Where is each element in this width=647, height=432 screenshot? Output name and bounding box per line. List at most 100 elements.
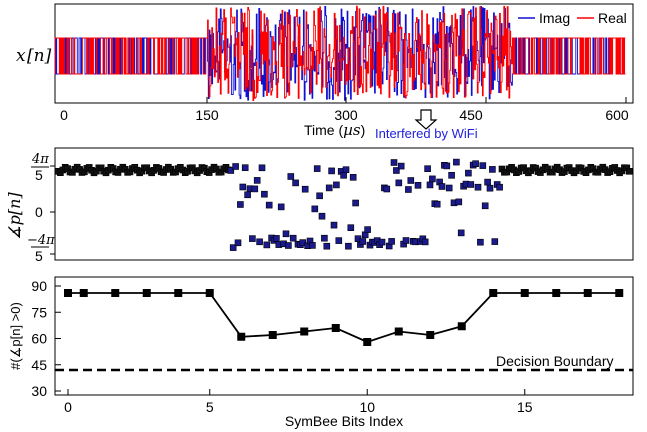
bit-count-marker	[79, 289, 88, 297]
top-x-tick-0: 0	[60, 107, 68, 123]
bit-count-marker	[583, 289, 592, 297]
bit-count-marker	[205, 289, 214, 297]
top-legend: Imag Real	[516, 7, 630, 29]
phase-point	[378, 238, 386, 246]
phase-point	[445, 184, 453, 192]
phase-point	[486, 184, 494, 192]
phase-point	[345, 242, 352, 250]
top-x-tick-300: 300	[334, 107, 358, 123]
phase-point	[265, 201, 273, 209]
bot-x-tick-10: 10	[359, 399, 375, 415]
top-panel: x [n] 0 150 300 450 600 Time (µs) Interf…	[16, 3, 634, 141]
phase-point	[335, 237, 343, 244]
mid-tick-top-num: 4π	[31, 152, 49, 167]
phase-point	[347, 224, 355, 231]
phase-point	[311, 205, 319, 213]
bot-x-tick-0: 0	[64, 399, 72, 415]
phase-point	[253, 177, 261, 184]
phase-point	[301, 185, 309, 193]
phase-point	[402, 237, 410, 244]
bottom-panel: 30 45 60 75 90 0 5 10 15 Decision Boundary #(∡p…	[8, 276, 634, 429]
phase-point	[424, 165, 431, 172]
phase-point	[313, 165, 321, 172]
phase-point	[489, 166, 496, 173]
phase-point	[249, 235, 256, 242]
phase-point	[330, 221, 338, 229]
phase-point	[244, 191, 251, 199]
wifi-annotation: Interfered by WiFi	[375, 126, 478, 141]
phase-point	[359, 238, 367, 245]
phase-point	[287, 173, 295, 180]
phase-point	[364, 226, 371, 233]
phase-point	[448, 172, 455, 179]
phase-point	[484, 178, 491, 186]
phase-point	[405, 186, 412, 193]
bot-x-ticks: 0 5 10 15	[64, 389, 533, 415]
bit-count-marker	[331, 324, 340, 332]
mid-tick-top-den: 5	[35, 167, 43, 183]
decision-boundary-label: Decision Boundary	[496, 353, 614, 369]
phase-point	[465, 169, 472, 177]
bit-count-marker	[300, 327, 309, 336]
phase-point	[414, 182, 422, 189]
top-y-label-n: [n]	[27, 46, 52, 66]
phase-point	[472, 160, 479, 167]
mid-tick-bot-den: 5	[35, 248, 43, 264]
mid-tick-bot-num: −4π	[27, 233, 55, 248]
phase-point	[625, 168, 633, 175]
phase-point	[340, 172, 347, 179]
top-x-tick-600: 600	[605, 107, 629, 123]
phase-point	[323, 242, 331, 250]
phase-point	[316, 192, 323, 200]
bit-count-marker	[111, 289, 120, 297]
bot-y-label: #(∡p[n] >0)	[8, 302, 23, 370]
phase-point	[474, 183, 482, 191]
bit-count-marker	[64, 289, 72, 297]
phase-point	[321, 234, 328, 242]
phase-point	[491, 238, 499, 245]
phase-point	[433, 200, 441, 208]
bit-count-marker	[142, 289, 151, 297]
phase-point	[261, 190, 268, 198]
bit-count-marker	[363, 338, 372, 346]
phase-point	[453, 158, 460, 166]
bot-series	[64, 289, 624, 346]
phase-point	[241, 164, 249, 171]
phase-point	[289, 234, 297, 242]
bit-count-marker	[426, 331, 435, 339]
phase-point	[325, 184, 333, 192]
bot-plot-frame	[54, 276, 634, 396]
phase-point	[479, 162, 487, 169]
series-real	[54, 5, 626, 102]
top-x-tick-450: 450	[459, 107, 483, 123]
bot-y-tick-75: 75	[31, 304, 47, 320]
phase-point	[328, 167, 335, 175]
middle-panel: ∡p[n] 4π 5 0 −4π 5	[5, 147, 634, 264]
bot-x-tick-5: 5	[206, 399, 214, 415]
phase-point	[229, 244, 237, 251]
top-y-label-x: x	[16, 46, 26, 66]
phase-point	[421, 238, 429, 246]
bit-count-marker	[457, 322, 466, 331]
mid-scatter-points	[54, 158, 633, 251]
phase-point	[397, 162, 405, 170]
phase-point	[318, 212, 326, 220]
phase-point	[237, 201, 244, 208]
phase-point	[429, 175, 436, 183]
phase-point	[309, 242, 316, 249]
phase-point	[496, 183, 503, 191]
phase-point	[256, 238, 263, 246]
phase-point	[352, 199, 359, 207]
bot-y-tick-60: 60	[31, 331, 47, 347]
bit-count-marker	[268, 331, 277, 339]
bit-count-marker	[520, 289, 529, 297]
phase-point	[477, 238, 484, 246]
phase-point	[457, 229, 465, 237]
bot-x-tick-15: 15	[517, 399, 533, 415]
phase-point	[393, 167, 400, 174]
bot-y-tick-90: 90	[31, 278, 47, 294]
phase-point	[390, 159, 398, 166]
phase-point	[455, 198, 463, 206]
phase-point	[227, 167, 235, 174]
